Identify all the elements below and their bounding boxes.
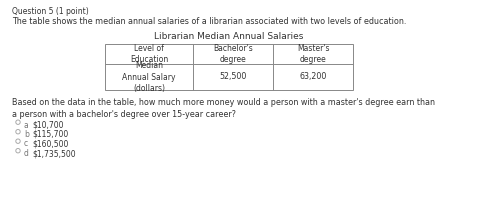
Text: $115,700: $115,700 [32,130,68,139]
Text: $10,700: $10,700 [32,121,64,130]
Text: $1,735,500: $1,735,500 [32,149,76,158]
Text: c: c [24,139,28,148]
Text: The table shows the median annual salaries of a librarian associated with two le: The table shows the median annual salari… [12,17,406,26]
Bar [105,44,353,90]
Text: Based on the data in the table, how much more money would a person with a master: Based on the data in the table, how much… [12,98,435,119]
Text: b: b [24,130,29,139]
Text: a: a [24,121,29,130]
Text: 52,500: 52,500 [220,72,246,82]
Text: Master's
degree: Master's degree [297,44,329,64]
Text: Bachelor's
degree: Bachelor's degree [213,44,253,64]
Text: 63,200: 63,200 [300,72,326,82]
Text: Median
Annual Salary
(dollars): Median Annual Salary (dollars) [122,61,176,93]
Text: Question 5 (1 point): Question 5 (1 point) [12,7,89,16]
Text: Librarian Median Annual Salaries: Librarian Median Annual Salaries [154,32,304,41]
Text: Level of
Education: Level of Education [130,44,168,64]
Text: $160,500: $160,500 [32,139,68,148]
Text: d: d [24,149,29,158]
